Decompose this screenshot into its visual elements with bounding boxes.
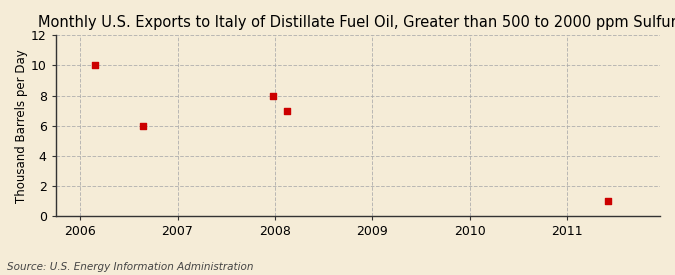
Y-axis label: Thousand Barrels per Day: Thousand Barrels per Day [15, 49, 28, 202]
Point [89, 63, 100, 68]
Title: Monthly U.S. Exports to Italy of Distillate Fuel Oil, Greater than 500 to 2000 p: Monthly U.S. Exports to Italy of Distill… [38, 15, 675, 30]
Point [138, 123, 148, 128]
Point [603, 199, 614, 203]
Point [268, 93, 279, 98]
Text: Source: U.S. Energy Information Administration: Source: U.S. Energy Information Administ… [7, 262, 253, 272]
Point [281, 108, 292, 113]
